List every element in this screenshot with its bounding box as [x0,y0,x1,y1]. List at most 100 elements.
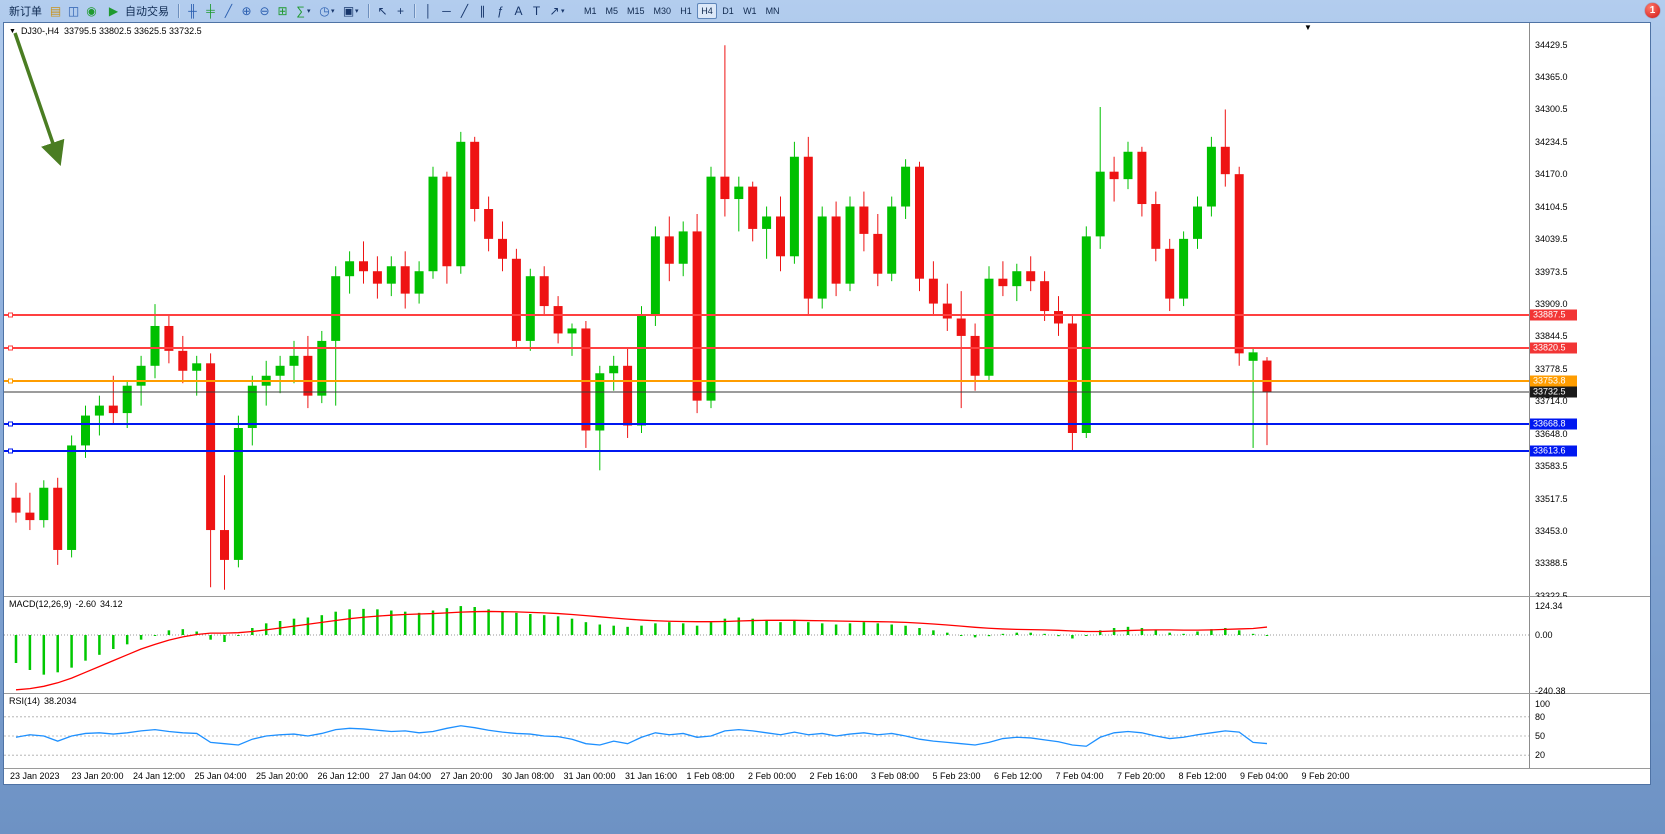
zoom-in-icon[interactable]: ⊕ [241,3,252,18]
toolbar-separator [414,4,415,18]
channel-tool-icon[interactable]: ∥ [479,3,486,18]
timeframe-m1-button[interactable]: M1 [580,3,601,19]
arrows-dropdown-icon[interactable]: ▾ [561,8,565,15]
timeframe-mn-button[interactable]: MN [762,3,784,19]
price-axis-label: 34234.5 [1535,137,1568,148]
time-axis-label: 5 Feb 23:00 [932,771,981,781]
globe-icon[interactable]: ◉ [86,3,97,18]
rsi-value: 38.2034 [44,696,77,706]
macd-axis-label: 0.00 [1535,630,1553,640]
price-chart-pane: ▼ DJ30-,H4 33795.5 33802.5 33625.5 33732… [4,23,1650,601]
axis-divider [1529,694,1530,768]
symbol-timeframe: DJ30-,H4 [20,26,59,36]
bar-chart-icon[interactable]: ╫ [188,3,197,18]
sell-arrow-object[interactable] [4,23,76,173]
time-axis-label: 1 Feb 08:00 [686,771,735,781]
time-axis-label: 7 Feb 20:00 [1117,771,1166,781]
label-tool-icon[interactable]: T [532,3,541,18]
line-chart-icon[interactable]: ╱ [224,3,233,18]
timeframe-m5-button[interactable]: M5 [602,3,623,19]
text-tool-icon[interactable]: A [514,3,523,18]
pivot-line-anchor[interactable] [8,378,13,384]
price-axis-label: 33322.5 [1535,591,1568,601]
chart-canvas[interactable] [4,23,1529,596]
period-clock-icon[interactable]: ◷ [319,3,330,18]
time-axis-label: 26 Jan 12:00 [317,771,370,781]
pivot-line-price-tag: 33753.8 [1530,375,1577,387]
price-axis-label: 33648.0 [1535,428,1568,439]
time-marker-icon: ▼ [1304,23,1312,32]
support-line-1-anchor[interactable] [8,421,13,427]
template-dropdown-icon[interactable]: ▾ [355,8,359,15]
rsi-canvas[interactable] [4,694,1529,768]
time-axis-label: 23 Jan 20:00 [71,771,124,781]
support-line-1-price-tag: 33668.8 [1530,418,1577,430]
axis-divider [1529,23,1530,596]
macd-axis-label: -240.38 [1535,686,1566,697]
resistance-line-1-anchor[interactable] [8,312,13,318]
resistance-line-2[interactable] [4,347,1529,350]
support-line-2-anchor[interactable] [8,448,13,454]
resistance-line-2-anchor[interactable] [8,345,13,351]
rsi-axis-label: 20 [1535,750,1546,761]
timeframe-h1-button[interactable]: H1 [676,3,696,19]
support-line-2-price-tag: 33613.6 [1530,445,1577,457]
trendline-tool-icon[interactable]: ╱ [460,3,469,18]
period-dropdown-icon[interactable]: ▾ [331,8,335,15]
fibonacci-tool-icon[interactable]: ƒ [497,3,504,18]
current-price-line[interactable] [4,391,1529,393]
timeframe-h4-button[interactable]: H4 [697,3,718,19]
time-axis-label: 8 Feb 12:00 [1178,771,1227,781]
zoom-out-icon[interactable]: ⊖ [259,3,270,18]
template-icon[interactable]: ▣ [342,3,355,18]
vertical-line-tool-icon[interactable]: │ [424,3,433,18]
time-axis-label: 27 Jan 04:00 [379,771,432,781]
price-axis-label: 33583.5 [1535,461,1568,472]
time-axis-label: 2 Feb 00:00 [748,771,797,781]
current-price-line-price-tag: 33732.5 [1530,386,1577,398]
time-axis-label: 7 Feb 04:00 [1055,771,1104,781]
macd-axis: 124.34 0.00 -240.38 [1529,597,1649,697]
indicators-icon[interactable]: ∑ [296,3,305,18]
macd-pane: MACD(12,26,9) -2.60 34.12 124.34 0.00 -240… [4,597,1650,697]
timeframe-m30-button[interactable]: M30 [650,3,676,19]
indicators-dropdown-icon[interactable]: ▾ [307,8,311,15]
pivot-line[interactable] [4,380,1529,383]
time-axis[interactable]: 23 Jan 2023 23 Jan 20:00 24 Jan 12:00 25 Ja… [4,769,1650,784]
market-watch-icon[interactable]: ◫ [67,3,80,18]
macd-axis-label: 124.34 [1535,601,1563,611]
price-axis[interactable]: 34429.5 34365.0 34300.5 34234.5 34170.0 34104… [1529,23,1649,601]
main-toolbar: 新订单 ▤ ◫ ◉ ▶ 自动交易 ╫ ╪ ╱ ⊕ ⊖ ⊞ ∑ ▾ ◷ ▾ ▣ ▾ ↖ … [0,0,1665,22]
timeframe-d1-button[interactable]: D1 [718,3,738,19]
cursor-icon[interactable]: ↖ [377,3,388,18]
time-axis-label: 2 Feb 16:00 [809,771,858,781]
arrows-tool-icon[interactable]: ↗ [549,3,560,18]
macd-label: MACD(12,26,9) -2.60 34.12 [9,599,123,609]
resistance-line-1[interactable] [4,313,1529,316]
new-order-button[interactable]: 新订单 [5,2,46,20]
candlestick-chart-icon[interactable]: ╪ [206,3,215,18]
time-axis-label: 25 Jan 04:00 [194,771,247,781]
notification-badge[interactable]: 1 [1645,3,1660,18]
axis-divider [1529,597,1530,693]
time-axis-label: 24 Jan 12:00 [133,771,186,781]
support-line-1[interactable] [4,422,1529,425]
timeframe-w1-button[interactable]: W1 [739,3,761,19]
price-axis-label: 34170.0 [1535,169,1568,180]
support-line-2[interactable] [4,450,1529,453]
auto-trading-button[interactable]: ▶ 自动交易 [101,2,173,20]
crosshair-icon[interactable]: + [396,3,404,18]
price-axis-label: 33453.0 [1535,526,1568,537]
account-history-icon[interactable]: ▤ [49,3,62,18]
price-axis-label: 33388.5 [1535,558,1568,569]
time-axis-label: 25 Jan 20:00 [256,771,309,781]
time-axis-label: 23 Jan 2023 [10,771,60,781]
horizontal-line-tool-icon[interactable]: ─ [442,3,451,18]
macd-signal-value: 34.12 [100,599,123,609]
rsi-axis-label: 80 [1535,711,1546,722]
macd-canvas[interactable] [4,597,1529,693]
time-axis-label: 31 Jan 00:00 [563,771,616,781]
timeframe-m15-button[interactable]: M15 [623,3,649,19]
tile-windows-icon[interactable]: ⊞ [277,3,288,18]
symbol-dropdown-icon[interactable]: ▼ [9,27,16,35]
